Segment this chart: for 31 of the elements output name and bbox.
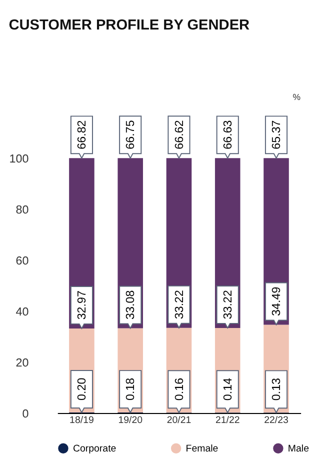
y-tick-label: 0 [22,407,30,420]
x-tick-label: 21/22 [215,415,240,426]
data-label: 65.37 [270,120,284,150]
text: % [292,92,301,102]
legend-label: Corporate [72,443,116,454]
legend-label: Female [186,443,218,454]
y-tick-label: 20 [16,356,30,370]
data-label: 34.49 [270,286,284,316]
data-label: 32.97 [76,290,89,320]
x-tick-label: 22/23 [264,415,288,426]
y-tick-label: 40 [16,305,30,318]
data-label: 0.20 [76,377,89,400]
data-label: 66.63 [222,120,235,150]
y-tick-label: 100 [9,152,30,166]
x-tick-label: 19/20 [118,415,144,426]
data-label: 0.18 [124,378,138,401]
legend-label: Male [288,443,310,454]
data-label: 66.82 [76,120,89,150]
x-tick-label: 20/21 [166,415,192,426]
chart-title: CUSTOMER PROFILE BY GENDER [8,18,250,34]
data-label: 66.75 [124,120,138,150]
data-label: 0.16 [172,378,186,401]
data-label: 0.14 [222,377,235,401]
data-label: 33.22 [222,290,235,320]
y-tick-label: 80 [16,203,30,216]
data-label: 33.22 [172,290,186,320]
data-label: 0.13 [270,378,284,401]
x-tick-label: 18/19 [70,415,94,426]
y-tick-label: 60 [16,254,30,268]
data-label: 33.08 [124,290,138,320]
data-label: 66.62 [172,120,186,150]
